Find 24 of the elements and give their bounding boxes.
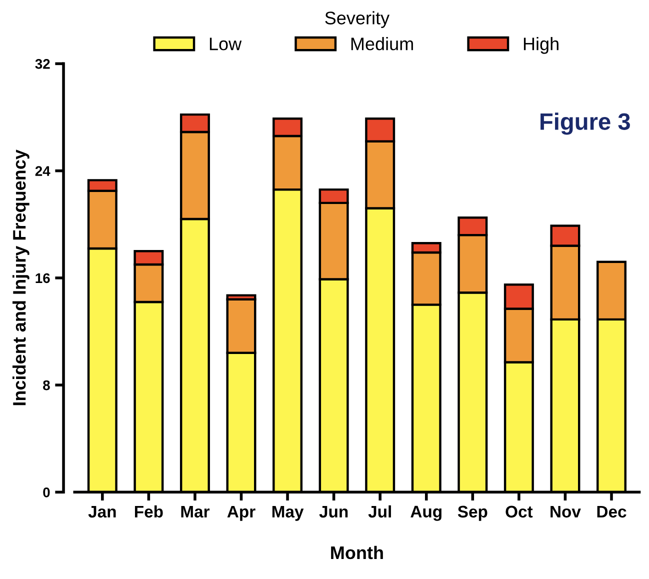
x-tick-label: Dec	[597, 506, 626, 518]
legend-label: Low	[210, 38, 242, 50]
y-tick-label: 24	[35, 166, 50, 176]
legend-label: High	[524, 37, 558, 54]
y-axis-title: Incident and Injury Frequency	[12, 150, 30, 406]
y-tick-label: 8	[43, 380, 50, 390]
x-tick-label: Apr	[227, 506, 256, 521]
x-tick-label: May	[272, 506, 304, 521]
x-tick-label: Jun	[319, 506, 348, 518]
y-tick-label: 16	[36, 273, 50, 284]
y-tick-label: 0	[43, 487, 50, 498]
x-tick-label: Oct	[506, 506, 533, 518]
x-tick-label: Nov	[550, 506, 581, 518]
x-tick-label: Jan	[88, 506, 116, 518]
x-tick-label: Feb	[134, 505, 163, 518]
legend-label: Medium	[351, 37, 413, 50]
x-tick-label: Jul	[368, 505, 391, 518]
y-tick-label: 32	[35, 59, 50, 69]
x-tick-label: Mar	[181, 506, 210, 518]
legend-title: Severity	[325, 11, 390, 28]
annotation: Figure 3	[540, 112, 630, 135]
x-axis-title: Month	[331, 546, 383, 560]
x-tick-label: Aug	[410, 506, 442, 521]
x-tick-label: Sep	[458, 506, 488, 521]
